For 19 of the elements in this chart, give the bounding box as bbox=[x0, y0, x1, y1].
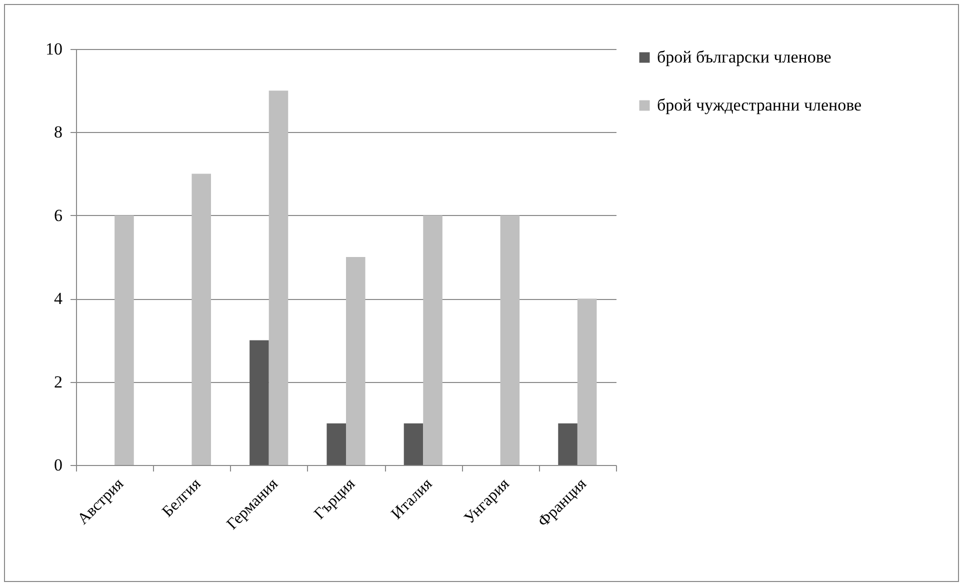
legend-label: брой български членове bbox=[657, 48, 832, 66]
bar bbox=[192, 174, 211, 465]
bar bbox=[250, 340, 269, 465]
bar bbox=[404, 423, 424, 465]
bar bbox=[326, 423, 346, 465]
y-tick-label: 8 bbox=[54, 122, 62, 142]
bar bbox=[114, 215, 134, 465]
y-tick-label: 4 bbox=[54, 289, 63, 308]
legend-label: брой чуждестранни членове bbox=[657, 96, 862, 114]
bar bbox=[268, 90, 288, 465]
y-tick-label: 10 bbox=[46, 40, 62, 58]
y-tick-label: 6 bbox=[54, 206, 62, 225]
bar bbox=[577, 298, 597, 465]
bar bbox=[558, 423, 578, 465]
bar bbox=[500, 215, 520, 465]
y-tick-label: 2 bbox=[54, 372, 62, 392]
bar bbox=[346, 257, 366, 465]
bar bbox=[423, 215, 442, 465]
y-tick-label: 0 bbox=[54, 456, 62, 474]
